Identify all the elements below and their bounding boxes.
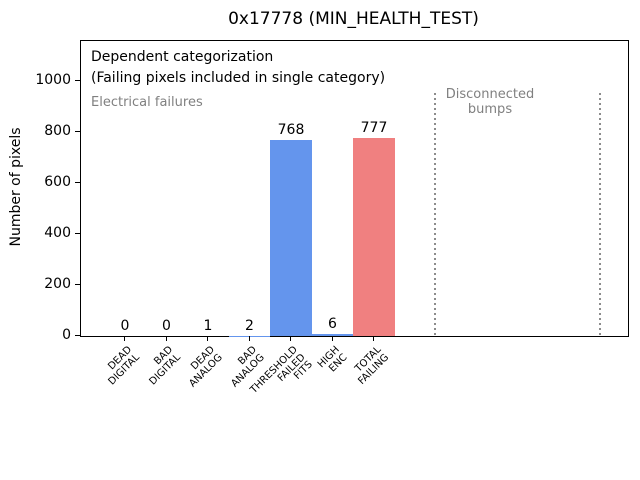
bar-value-label: 777 bbox=[360, 119, 388, 136]
annotation-disconnected-line1: Disconnected bbox=[445, 87, 535, 102]
y-tick-label: 400 bbox=[44, 225, 71, 241]
disconnected-region-right-dotted-line bbox=[599, 93, 601, 336]
y-tick-label: 800 bbox=[44, 123, 71, 139]
x-tick-mark bbox=[207, 336, 208, 341]
annotation-failing-pixels: (Failing pixels included in single categ… bbox=[91, 70, 386, 86]
x-tick-label: TOTAL FAILING bbox=[352, 344, 391, 387]
annotation-electrical-failures: Electrical failures bbox=[91, 95, 203, 110]
bar-value-label: 0 bbox=[162, 318, 171, 334]
bar-bad-analog bbox=[228, 335, 271, 336]
bar-value-label: 0 bbox=[120, 318, 130, 334]
y-tick-label: 1000 bbox=[35, 72, 71, 88]
bar-threshold-failed-fits bbox=[270, 140, 312, 336]
x-tick-label: DEAD DIGITAL bbox=[106, 344, 142, 388]
x-tick-mark bbox=[373, 336, 374, 341]
x-tick-mark bbox=[165, 336, 167, 341]
annotation-dependent-categorization: Dependent categorization bbox=[91, 49, 274, 65]
x-tick-mark bbox=[331, 336, 333, 341]
x-tick-mark bbox=[248, 336, 250, 341]
x-tick-mark bbox=[124, 336, 125, 341]
x-tick-label: DEAD ANALOG bbox=[187, 344, 225, 390]
y-tick-mark bbox=[75, 182, 80, 183]
bar-total-failing bbox=[353, 137, 395, 336]
y-tick-mark bbox=[75, 233, 80, 234]
y-tick-mark bbox=[75, 335, 80, 336]
plot-area: Dependent categorization (Failing pixels… bbox=[80, 40, 629, 337]
bar-high-enc bbox=[311, 334, 354, 336]
annotation-disconnected-line2: bumps bbox=[467, 102, 513, 117]
x-tick-label: HIGH ENC bbox=[315, 344, 349, 375]
y-tick-mark bbox=[75, 80, 80, 81]
x-tick-label: BAD DIGITAL bbox=[147, 344, 183, 388]
bar-value-label: 1 bbox=[203, 318, 213, 334]
bar-value-label: 768 bbox=[277, 122, 305, 139]
y-tick-mark bbox=[75, 131, 80, 132]
annotation-disconnected-bumps: Disconnected bumps bbox=[430, 87, 550, 117]
y-tick-label: 0 bbox=[62, 327, 71, 343]
y-tick-mark bbox=[75, 284, 80, 285]
y-tick-label: 200 bbox=[44, 276, 71, 292]
y-tick-label: 600 bbox=[44, 174, 71, 190]
bar-value-label: 6 bbox=[328, 316, 337, 333]
x-tick-mark bbox=[290, 336, 291, 341]
disconnected-region-left-dotted-line bbox=[434, 93, 436, 336]
bar-value-label: 2 bbox=[245, 317, 254, 334]
chart-title: 0x17778 (MIN_HEALTH_TEST) bbox=[228, 9, 479, 29]
